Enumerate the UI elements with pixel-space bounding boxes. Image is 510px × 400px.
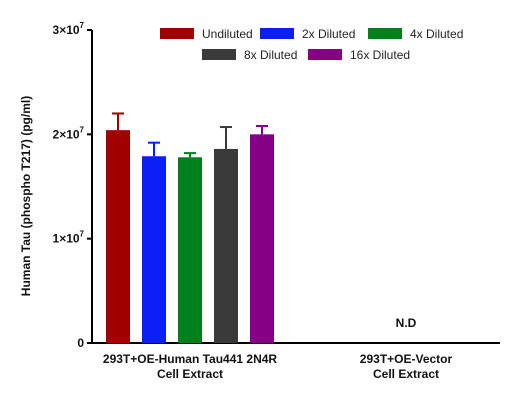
legend-label: 4x Diluted (410, 27, 463, 41)
legend-swatch (260, 28, 294, 39)
legend-label: 8x Diluted (244, 48, 297, 62)
x-category-label: 293T+OE-Human Tau441 2N4R (103, 352, 278, 366)
legend-label: Undiluted (202, 27, 253, 41)
legend-swatch (368, 28, 402, 39)
y-tick-label: 0 (77, 336, 84, 350)
x-category-label-line2: Cell Extract (157, 367, 223, 381)
error-bars (112, 112, 268, 158)
bar-2x-diluted (142, 156, 166, 343)
y-tick-label: 1×107 (53, 230, 85, 246)
legend: Undiluted 2x Diluted 4x Diluted 8x Diluted 1… (160, 27, 463, 62)
y-tick-label: 3×107 (53, 21, 85, 37)
legend-label: 2x Diluted (302, 27, 355, 41)
legend-swatch (160, 28, 194, 39)
bar-undiluted (106, 130, 130, 343)
x-category-label-line2: Cell Extract (373, 367, 439, 381)
legend-swatch (202, 49, 236, 60)
y-tick-label: 2×107 (53, 125, 85, 141)
legend-label: 16x Diluted (350, 48, 410, 62)
legend-swatch (308, 49, 342, 60)
bar-4x-diluted (178, 157, 202, 343)
x-category-label: 293T+OE-Vector (360, 352, 453, 366)
bar-8x-diluted (214, 148, 238, 343)
bar-16x-diluted (250, 134, 274, 343)
bars (106, 130, 274, 343)
labels: N.D (396, 316, 417, 330)
y-axis-label: Human Tau (phospho T217) (pg/ml) (19, 96, 33, 296)
not-detected-annotation: N.D (396, 316, 417, 330)
y-axis: 0 1×107 2×107 3×107 (53, 21, 93, 350)
